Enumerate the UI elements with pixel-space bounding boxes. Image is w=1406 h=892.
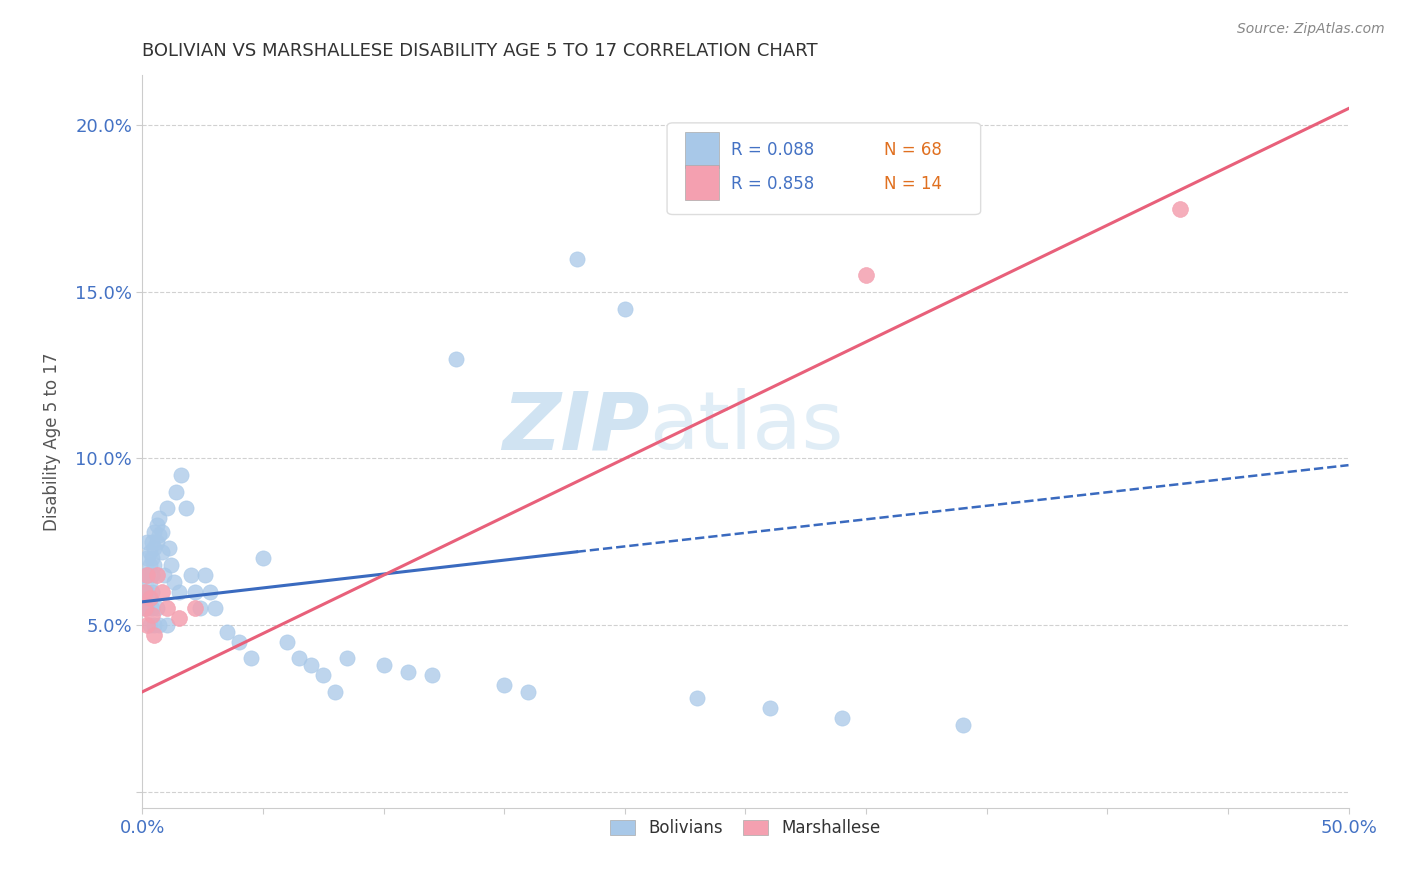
Point [136,551,159,566]
Text: N = 68: N = 68 [884,141,942,159]
Point [143,541,166,556]
Point [831,711,853,725]
Point [160,558,183,573]
Point [855,268,877,282]
Point [252,551,274,566]
Point [143,628,166,642]
Point [517,685,540,699]
Point [138,574,160,589]
Point [565,252,588,266]
Text: BOLIVIAN VS MARSHALLESE DISABILITY AGE 5 TO 17 CORRELATION CHART: BOLIVIAN VS MARSHALLESE DISABILITY AGE 5… [142,42,818,60]
Point [184,584,207,599]
Point [494,678,516,692]
Text: N = 14: N = 14 [884,175,942,193]
Point [155,601,177,615]
Point [141,568,163,582]
Point [143,618,166,632]
Point [138,558,160,573]
Point [215,624,238,639]
Text: Source: ZipAtlas.com: Source: ZipAtlas.com [1237,22,1385,37]
Legend: Bolivians, Marshallese: Bolivians, Marshallese [603,813,887,844]
Point [146,534,169,549]
Point [143,524,166,539]
Point [134,568,156,582]
Point [613,301,636,316]
Point [157,541,180,556]
FancyBboxPatch shape [685,165,718,200]
Point [136,618,159,632]
Point [150,584,173,599]
Point [228,635,250,649]
Point [373,658,395,673]
FancyBboxPatch shape [685,132,718,168]
Point [396,665,419,679]
Point [325,685,347,699]
Point [758,701,780,715]
Point [420,668,443,682]
Point [141,551,163,566]
Point [194,568,217,582]
Point [952,718,974,732]
Point [141,584,163,599]
Point [141,608,163,623]
Point [134,601,156,615]
Point [146,601,169,615]
Point [184,601,207,615]
Point [163,574,186,589]
Point [276,635,298,649]
Point [288,651,311,665]
Point [138,618,160,632]
Point [136,568,159,582]
Point [167,611,190,625]
Text: atlas: atlas [650,388,844,467]
Point [141,534,163,549]
Point [153,568,176,582]
Point [1168,202,1191,216]
Point [138,545,160,559]
Point [155,501,177,516]
Point [167,584,190,599]
Point [204,601,226,615]
Point [143,558,166,573]
Point [136,568,159,582]
Point [240,651,263,665]
Point [180,568,202,582]
Point [134,584,156,599]
Y-axis label: Disability Age 5 to 17: Disability Age 5 to 17 [44,352,60,531]
Point [146,518,169,533]
Point [136,534,159,549]
Point [141,601,163,615]
Point [150,524,173,539]
Point [138,591,160,606]
Point [170,468,193,483]
Point [686,691,709,706]
Point [134,601,156,615]
Point [136,584,159,599]
Point [312,668,335,682]
Point [299,658,322,673]
FancyBboxPatch shape [666,123,980,214]
Point [138,591,160,606]
Text: ZIP: ZIP [502,388,650,467]
Point [444,351,467,366]
Point [188,601,211,615]
Text: R = 0.858: R = 0.858 [731,175,814,193]
Point [146,568,169,582]
Point [165,484,187,499]
Point [136,601,159,615]
Text: R = 0.088: R = 0.088 [731,141,814,159]
Point [148,618,170,632]
Point [134,584,156,599]
Point [336,651,359,665]
Point [148,511,170,525]
Point [174,501,197,516]
Point [148,528,170,542]
Point [155,618,177,632]
Point [198,584,221,599]
Point [150,545,173,559]
